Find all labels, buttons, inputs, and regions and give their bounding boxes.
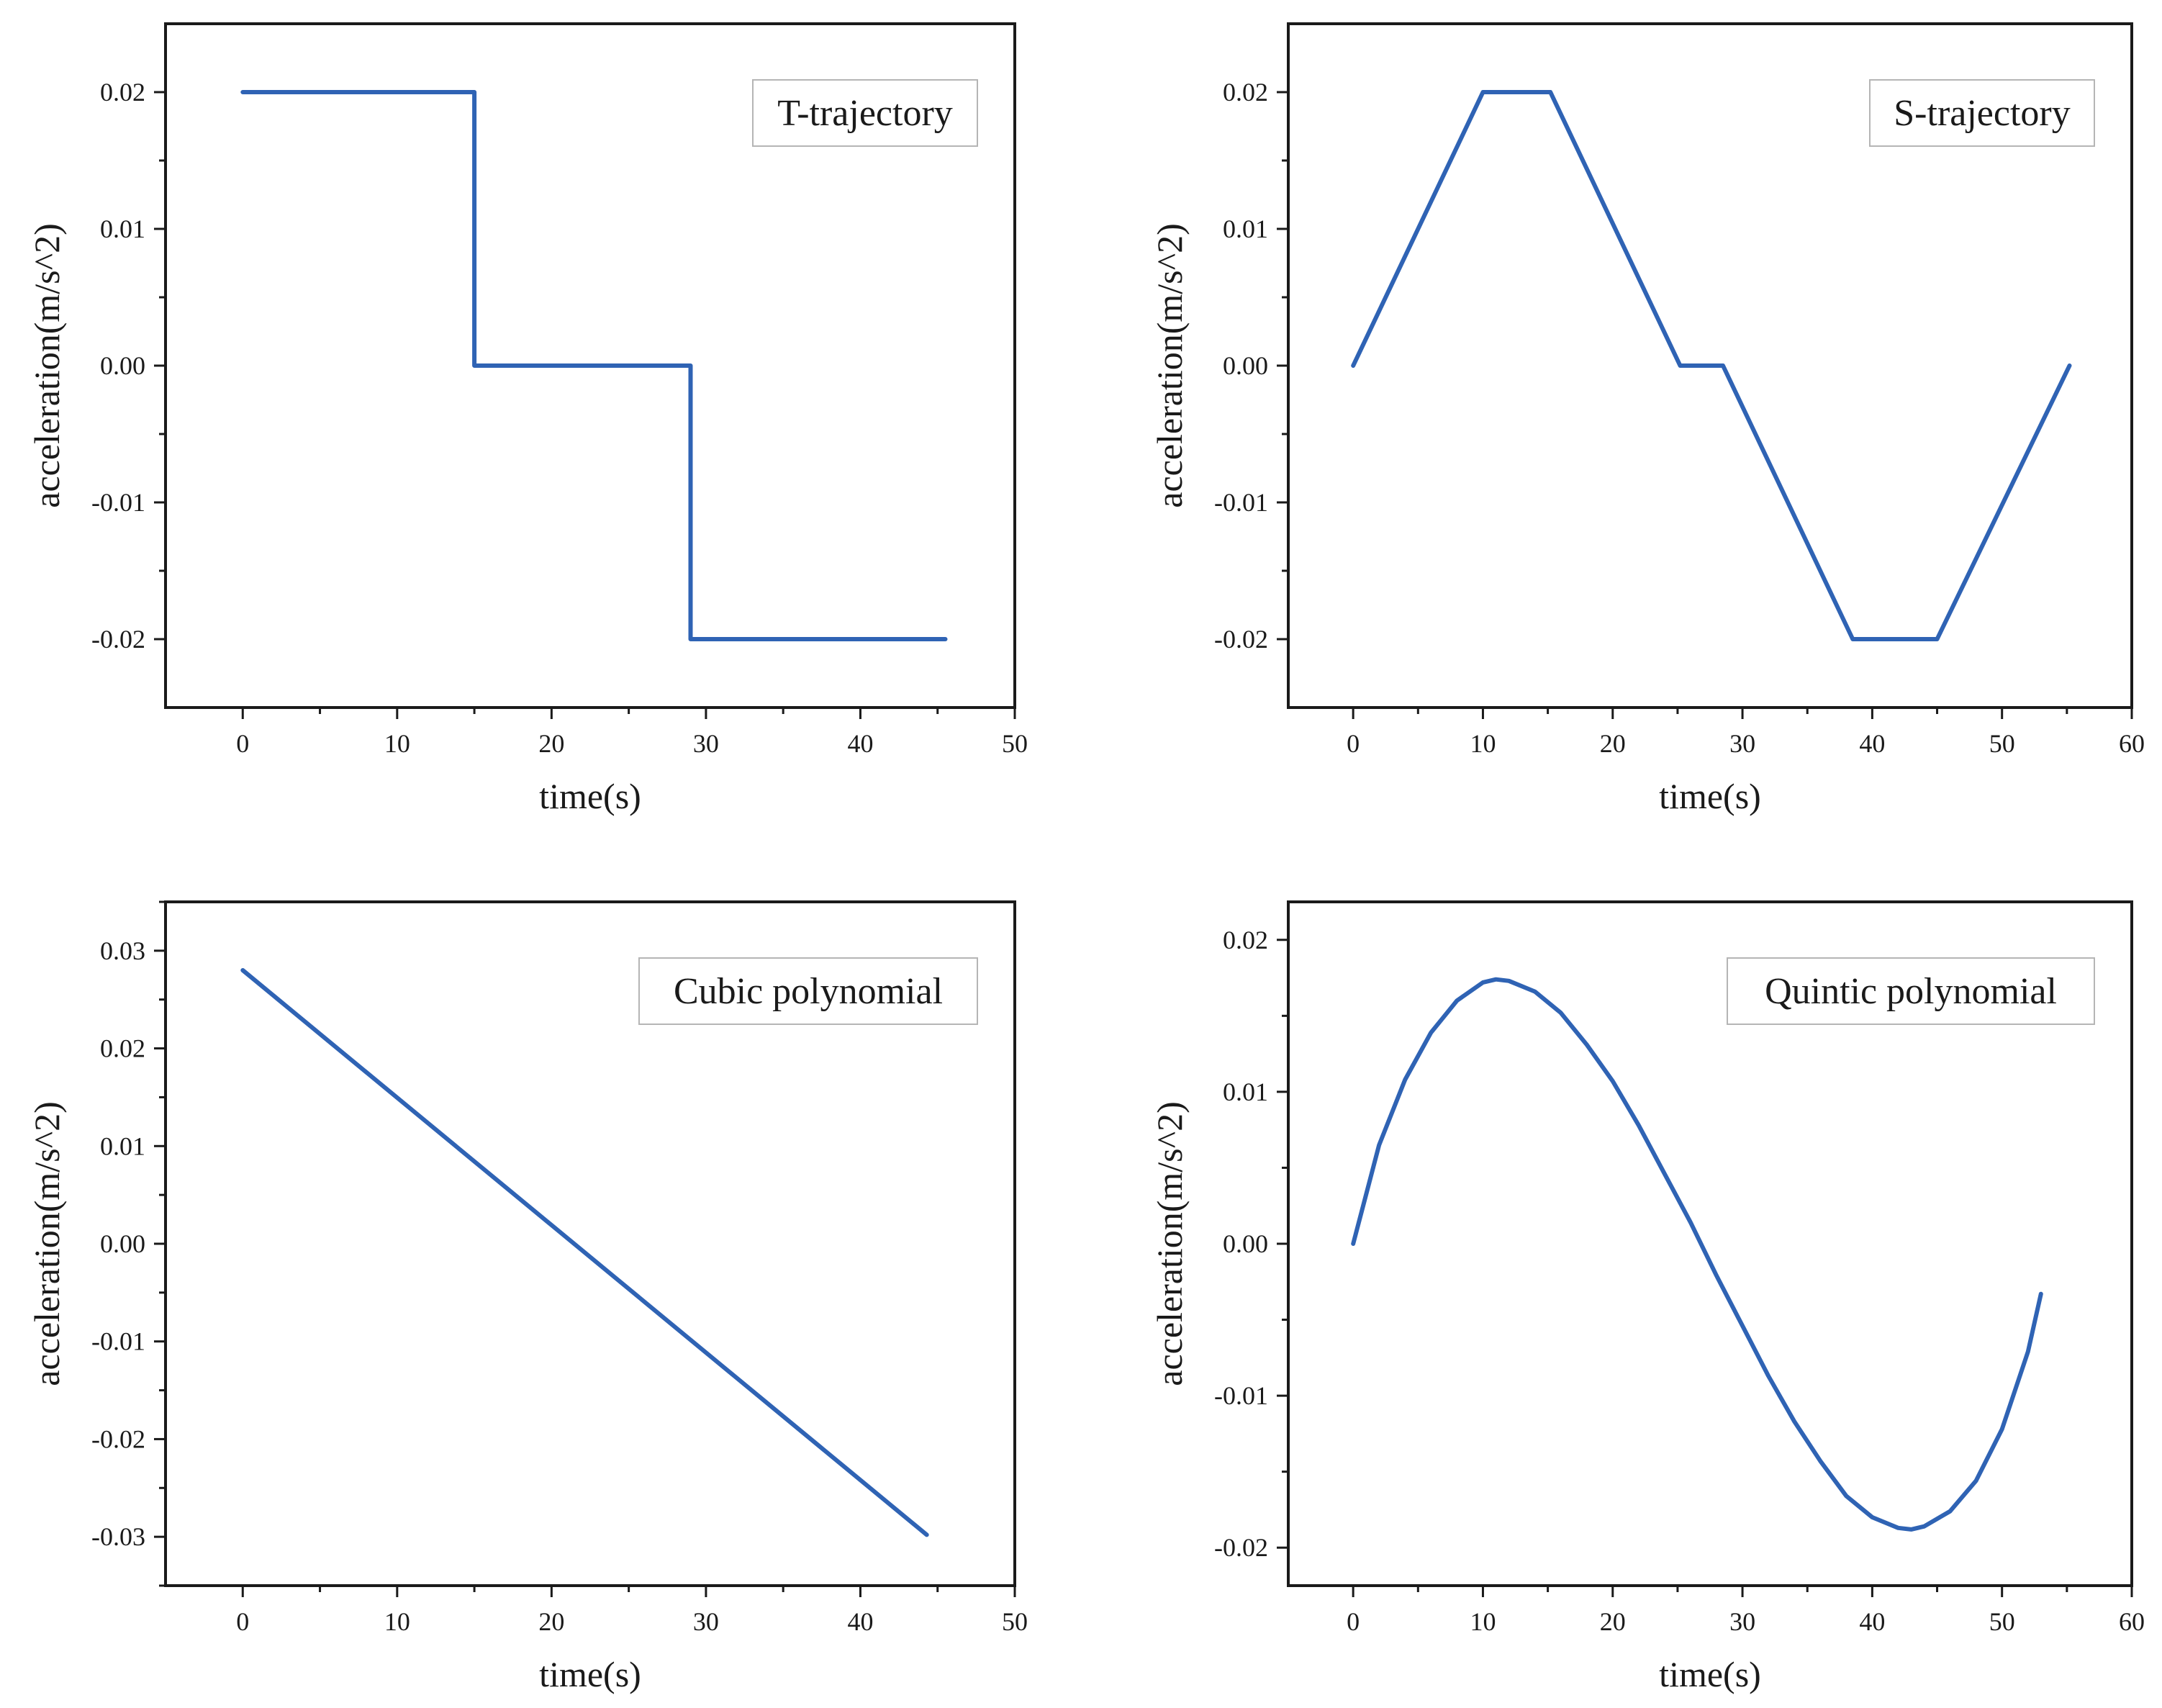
x-axis-label: time(s) <box>539 1654 641 1694</box>
x-tick-label: 30 <box>1729 729 1755 758</box>
x-tick-label: 20 <box>1600 1607 1626 1636</box>
x-tick-label: 0 <box>236 729 249 758</box>
legend-box <box>752 79 978 147</box>
legend-label: S-trajectory <box>1894 93 2070 134</box>
x-tick-label: 40 <box>847 1607 873 1636</box>
series-line <box>1351 977 2043 1532</box>
y-tick-label: 0.01 <box>100 214 145 243</box>
series-line <box>1351 90 2072 641</box>
x-tick-label: 10 <box>384 729 410 758</box>
y-tick-label: -0.02 <box>1214 625 1268 654</box>
x-tick-label: 20 <box>1600 729 1626 758</box>
legend-box <box>1869 79 2095 147</box>
x-tick-label: 20 <box>538 1607 564 1636</box>
chart-panel-cubic-polynomial: 0 10 20 30 40 50 0.03 0.02 0.01 0.00 -0.01 -0.02 -0.… <box>27 900 1028 1694</box>
legend-label: Cubic polynomial <box>674 971 943 1012</box>
x-tick-label: 40 <box>1859 1607 1885 1636</box>
x-tick-label: 40 <box>1859 729 1885 758</box>
x-tick-label: 50 <box>1002 1607 1028 1636</box>
x-axis-label: time(s) <box>1659 776 1761 816</box>
y-tick-label: -0.01 <box>91 1327 145 1356</box>
y-tick-label: 0.01 <box>100 1131 145 1160</box>
x-tick-label: 0 <box>236 1607 249 1636</box>
series-line <box>240 968 929 1537</box>
y-tick-label: -0.01 <box>1214 1381 1268 1410</box>
x-tick-label: 10 <box>384 1607 410 1636</box>
chart-panel-quintic-polynomial: 0 10 20 30 40 50 60 0.02 0.01 0.00 -0.01 -0.02 time(… <box>1149 900 2145 1694</box>
legend-label: Quintic polynomial <box>1765 971 2057 1012</box>
x-tick-label: 30 <box>693 1607 719 1636</box>
y-axis-label: acceleration(m/s^2) <box>1149 1101 1190 1386</box>
x-tick-label: 10 <box>1470 1607 1496 1636</box>
y-tick-label: -0.02 <box>91 625 145 654</box>
x-tick-label: 50 <box>1002 729 1028 758</box>
y-tick-label: 0.00 <box>100 1229 145 1258</box>
y-tick-label: 0.02 <box>1223 78 1268 107</box>
x-tick-label: 30 <box>1729 1607 1755 1636</box>
legend-box <box>638 957 978 1025</box>
y-tick-label: 0.00 <box>100 351 145 380</box>
x-tick-label: 50 <box>1989 729 2015 758</box>
y-axis-label: acceleration(m/s^2) <box>1149 223 1190 507</box>
x-tick-label: 40 <box>847 729 873 758</box>
legend-box <box>1727 957 2095 1025</box>
y-tick-label: 0.00 <box>1223 351 1268 380</box>
y-tick-label: 0.02 <box>100 78 145 107</box>
y-tick-label: 0.01 <box>1223 1077 1268 1106</box>
series-line <box>240 90 948 641</box>
chart-panel-t-trajectory: 0 10 20 30 40 50 0.02 0.01 0.00 -0.01 -0.02 time(s)… <box>27 22 1028 816</box>
y-tick-label: -0.02 <box>1214 1533 1268 1562</box>
x-tick-label: 60 <box>2119 729 2145 758</box>
x-axis-label: time(s) <box>539 776 641 816</box>
x-axis-label: time(s) <box>1659 1654 1761 1694</box>
legend-label: T-trajectory <box>777 93 953 134</box>
y-tick-label: -0.01 <box>1214 488 1268 517</box>
x-tick-label: 0 <box>1347 1607 1360 1636</box>
y-tick-label: 0.02 <box>100 1034 145 1063</box>
chart-panel-s-trajectory: 0 10 20 30 40 50 60 0.02 0.01 0.00 -0.01 -0.02 time(… <box>1149 22 2145 816</box>
x-tick-label: 30 <box>693 729 719 758</box>
y-tick-label: 0.01 <box>1223 214 1268 243</box>
y-tick-label: 0.02 <box>1223 926 1268 954</box>
y-tick-label: -0.03 <box>91 1522 145 1551</box>
x-tick-label: 50 <box>1989 1607 2015 1636</box>
y-tick-label: 0.03 <box>100 936 145 965</box>
y-tick-label: -0.01 <box>91 488 145 517</box>
x-tick-label: 10 <box>1470 729 1496 758</box>
y-tick-label: -0.02 <box>91 1424 145 1453</box>
y-tick-label: 0.00 <box>1223 1229 1268 1258</box>
x-tick-label: 20 <box>538 729 564 758</box>
y-axis-label: acceleration(m/s^2) <box>27 1101 67 1386</box>
x-tick-label: 0 <box>1347 729 1360 758</box>
x-tick-label: 60 <box>2119 1607 2145 1636</box>
y-axis-label: acceleration(m/s^2) <box>27 223 67 507</box>
